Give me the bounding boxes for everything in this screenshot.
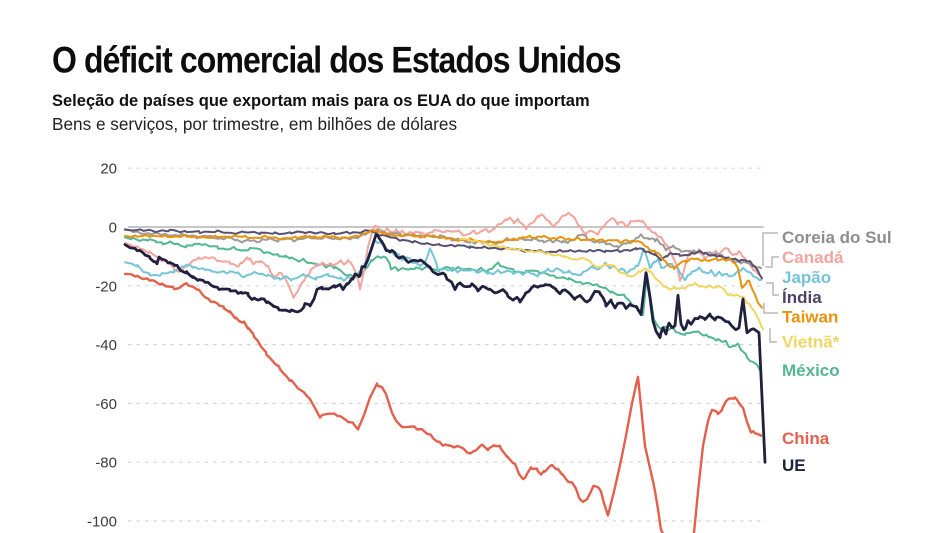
svg-text:-20: -20 (95, 278, 117, 295)
svg-text:Taiwan: Taiwan (782, 308, 838, 327)
svg-text:UE: UE (782, 456, 806, 475)
svg-text:20: 20 (100, 161, 117, 178)
svg-text:-100: -100 (87, 514, 117, 531)
svg-text:Vietnã*: Vietnã* (782, 333, 840, 352)
svg-text:0: 0 (109, 220, 117, 237)
svg-text:Índia: Índia (782, 288, 822, 307)
svg-text:Japão: Japão (782, 268, 831, 287)
svg-text:-80: -80 (95, 455, 117, 472)
svg-text:Coreia do Sul: Coreia do Sul (782, 228, 892, 247)
svg-text:-60: -60 (95, 396, 117, 413)
svg-text:México: México (782, 361, 840, 380)
svg-text:China: China (782, 429, 830, 448)
svg-text:Canadá: Canadá (782, 248, 844, 267)
svg-text:-40: -40 (95, 337, 117, 354)
